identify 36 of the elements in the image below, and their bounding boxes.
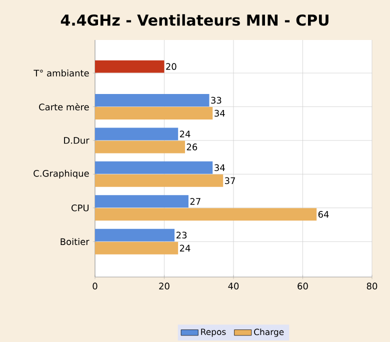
x-tick-label: 40 (228, 282, 239, 290)
x-tick-label: 0 (92, 282, 98, 290)
bar (95, 195, 188, 208)
data-label: 27 (190, 198, 200, 205)
bar (95, 161, 213, 174)
bar (95, 208, 317, 221)
legend-label: Repos (201, 328, 226, 337)
bar (95, 60, 164, 73)
data-label: 64 (318, 210, 329, 218)
data-label: 24 (180, 244, 190, 252)
bar (95, 228, 175, 242)
y-tick-label: CPU (72, 204, 89, 212)
x-tick-label: 80 (366, 282, 378, 290)
bar (95, 242, 178, 254)
data-label: 34 (214, 110, 225, 117)
bar (95, 140, 186, 154)
data-label: 24 (180, 130, 190, 138)
data-label: 33 (211, 96, 222, 104)
legend-label: Charge (254, 328, 284, 337)
data-label: 26 (186, 144, 198, 150)
y-tick-label: C.Graphique (34, 170, 89, 179)
y-tick-label: D.Dur (64, 137, 90, 144)
bar (95, 107, 213, 120)
data-label: 20 (166, 63, 176, 70)
bar (95, 128, 178, 140)
data-label: 34 (214, 164, 225, 172)
data-label: 23 (176, 232, 187, 239)
data-label: 37 (225, 177, 235, 184)
y-tick-label: Boitier (60, 238, 90, 246)
chart-title: 4.4GHz - Ventilateurs MIN - CPU (60, 14, 328, 26)
y-tick-label: T° ambiante (34, 70, 89, 77)
x-tick-label: 60 (298, 282, 308, 290)
x-tick-label: 20 (159, 282, 170, 290)
bar (95, 174, 224, 187)
bar (95, 94, 210, 106)
y-tick-label: Carte mère (39, 103, 89, 110)
